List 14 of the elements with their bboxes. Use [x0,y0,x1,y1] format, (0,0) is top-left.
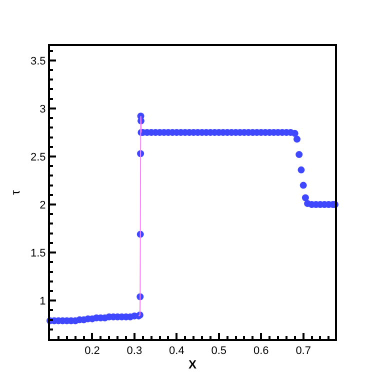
x-tick-label: 0.5 [211,345,227,358]
x-tick-label: 0.7 [296,345,311,358]
y-axis-title: τ [8,190,22,195]
y-tick-label: 3 [40,103,46,116]
x-tick-label: 0.2 [84,345,100,358]
y-tick-label: 1 [40,295,46,308]
y-tick-label: 3.5 [30,55,46,68]
x-tick-label: 0.4 [169,345,184,358]
y-tick-label: 2 [40,199,46,212]
x-tick-label: 0.3 [126,345,142,358]
y-tick-label: 2.5 [30,151,46,164]
x-axis-title: X [188,358,197,372]
x-tick-label: 0.6 [253,345,269,358]
y-tick-label: 1.5 [30,247,46,260]
